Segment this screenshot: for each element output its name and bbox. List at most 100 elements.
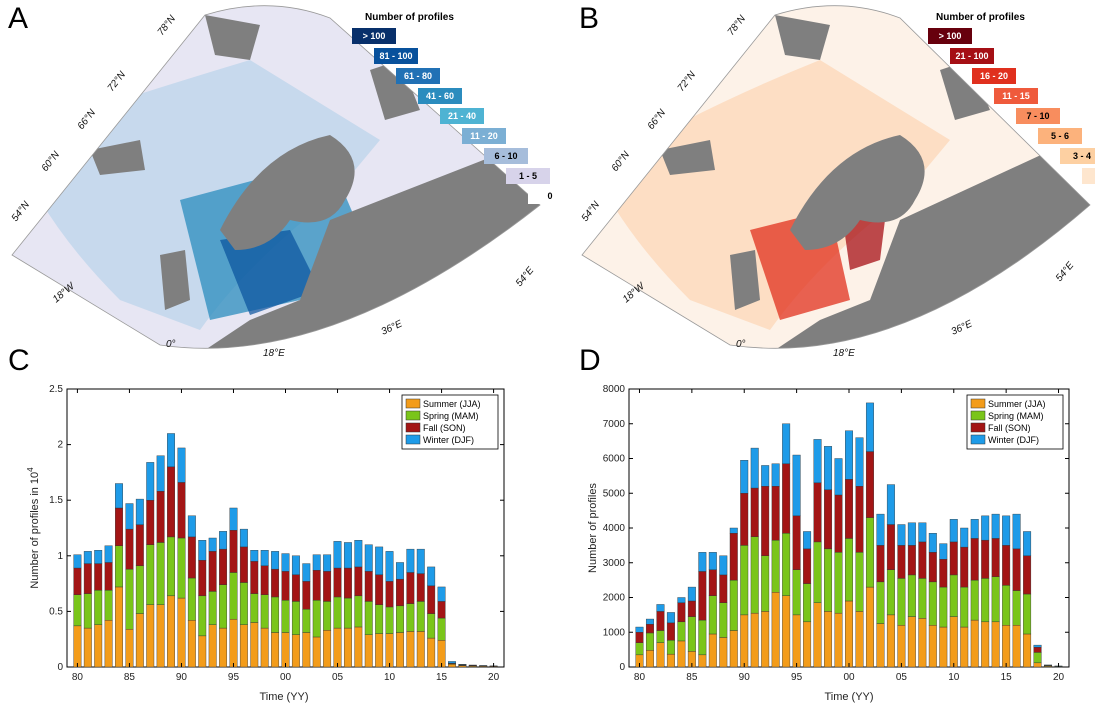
bar-segment-fall	[1033, 646, 1042, 653]
lat-label-78-a: 78°N	[156, 13, 179, 38]
bar-segment-summer	[291, 634, 300, 668]
colorbar-b: > 100 21 - 100 16 - 20 11 - 15 7 - 105 - 6 3 …	[928, 28, 1095, 184]
bar-segment-spring	[886, 569, 895, 616]
x-tick-label: 00	[843, 672, 855, 683]
colorbar-label-b: 21 - 100	[955, 51, 988, 61]
y-tick-label: 2	[57, 440, 63, 451]
bar-segment-winter	[645, 618, 654, 625]
bar-segment-fall	[198, 560, 207, 597]
bar-segment-summer	[855, 611, 864, 668]
bar-segment-winter	[260, 550, 269, 567]
map-frame-b	[581, 5, 1091, 349]
land-novaya-a	[370, 60, 420, 120]
bar-segment-fall	[437, 601, 446, 619]
bar-segment-fall	[115, 507, 123, 546]
bar-segment-fall	[708, 569, 717, 596]
bar-segment-fall	[666, 622, 675, 641]
bar-segment-spring	[677, 621, 686, 642]
bar-segment-winter	[271, 551, 280, 570]
bar-segment-fall	[312, 570, 321, 601]
y-axis-label-c-exponent: 4	[26, 467, 35, 472]
bar-segment-summer	[729, 630, 738, 668]
bar-segment-spring	[949, 574, 958, 617]
lon-label-0-a: 0°	[166, 339, 176, 350]
x-tick-label: 05	[896, 672, 908, 683]
bar-segment-fall	[135, 524, 144, 567]
x-tick-label: 10	[384, 672, 396, 683]
colorbar-label-a: > 100	[363, 31, 386, 41]
bar-segment-summer	[271, 632, 280, 668]
bar-segment-summer	[1023, 633, 1032, 668]
bar-segment-summer	[960, 626, 969, 668]
bar-segment-fall	[281, 571, 290, 601]
bar-segment-spring	[271, 596, 280, 633]
bar-segment-fall	[719, 574, 728, 603]
lat-label-54-a: 54°N	[10, 199, 33, 224]
bar-segment-spring	[312, 600, 321, 638]
bar-segment-spring	[333, 596, 342, 629]
bar-segment-winter	[198, 540, 207, 561]
bar-segment-winter	[782, 423, 791, 464]
land-svalbard-a	[205, 15, 260, 60]
lon-label-36e-a: 36°E	[380, 318, 405, 337]
bar-segment-spring	[845, 538, 853, 602]
legend-swatch	[405, 410, 421, 421]
lon-label-36e-b: 36°E	[950, 318, 975, 337]
bar-segment-spring	[427, 613, 436, 639]
bar-segment-summer	[719, 637, 728, 668]
x-tick-label: 10	[948, 672, 960, 683]
bar-segment-winter	[907, 522, 916, 546]
bar-segment-summer	[94, 624, 103, 668]
bar-segment-spring	[177, 537, 186, 599]
lat-label-66-b: 66°N	[646, 107, 669, 132]
bar-segment-fall	[876, 545, 885, 583]
y-axis-label-c-text: Number of profiles in 10	[29, 472, 41, 589]
legend-label: Winter (DJF)	[988, 435, 1039, 445]
bar-segment-winter	[970, 519, 979, 539]
x-tick-label: 90	[739, 672, 751, 683]
colorbar-swatch-b	[1082, 168, 1095, 184]
bar-segment-summer	[104, 620, 113, 668]
bar-segment-winter	[427, 566, 436, 587]
colorbar-swatch-b	[972, 68, 1016, 84]
bar-segment-winter	[729, 527, 738, 534]
legend-swatch	[970, 398, 986, 409]
bar-segment-winter	[104, 545, 113, 563]
bar-segment-fall	[343, 567, 352, 599]
colorbar-a: > 100 81 - 100 61 - 80 41 - 60 21 - 40 11 - 2…	[352, 28, 572, 204]
bar-segment-summer	[229, 618, 238, 668]
lat-label-54-b: 54°N	[580, 199, 603, 224]
bar-segment-spring	[239, 582, 248, 625]
bar-segment-winter	[635, 626, 644, 633]
bar-segment-summer	[312, 636, 321, 668]
coverage-zone-b	[610, 60, 950, 330]
legend-label: Winter (DJF)	[423, 435, 474, 445]
y-tick-label: 6000	[603, 454, 626, 465]
bar-segment-spring	[260, 594, 269, 629]
y-tick-label: 5000	[603, 488, 626, 499]
bar-segment-winter	[94, 550, 103, 564]
bar-segment-summer	[813, 602, 822, 668]
bar-segment-winter	[291, 555, 300, 575]
colorbar-swatch-a	[506, 168, 550, 184]
bar-segment-spring	[302, 608, 311, 633]
bar-segment-fall	[855, 486, 864, 553]
bar-segment-summer	[876, 623, 885, 668]
bar-segment-winter	[949, 519, 958, 543]
bar-segment-winter	[708, 552, 717, 570]
bar-segment-summer	[845, 600, 853, 668]
bar-segment-summer	[115, 586, 123, 668]
lat-label-60-a: 60°N	[40, 149, 63, 174]
bar-segment-fall	[761, 486, 770, 556]
bar-segment-winter	[813, 439, 822, 484]
bar-segment-summer	[750, 612, 759, 668]
bar-segment-winter	[208, 537, 217, 552]
bar-segment-summer	[156, 604, 165, 668]
colorbar-swatch-b	[1038, 128, 1082, 144]
colorbar-label-a: 0	[547, 191, 552, 201]
bar-segment-winter	[719, 555, 728, 576]
panel-letter-a: A	[8, 2, 29, 35]
bar-segment-spring	[1023, 593, 1032, 635]
bar-segment-spring	[813, 541, 822, 603]
bar-segment-summer	[458, 665, 467, 668]
